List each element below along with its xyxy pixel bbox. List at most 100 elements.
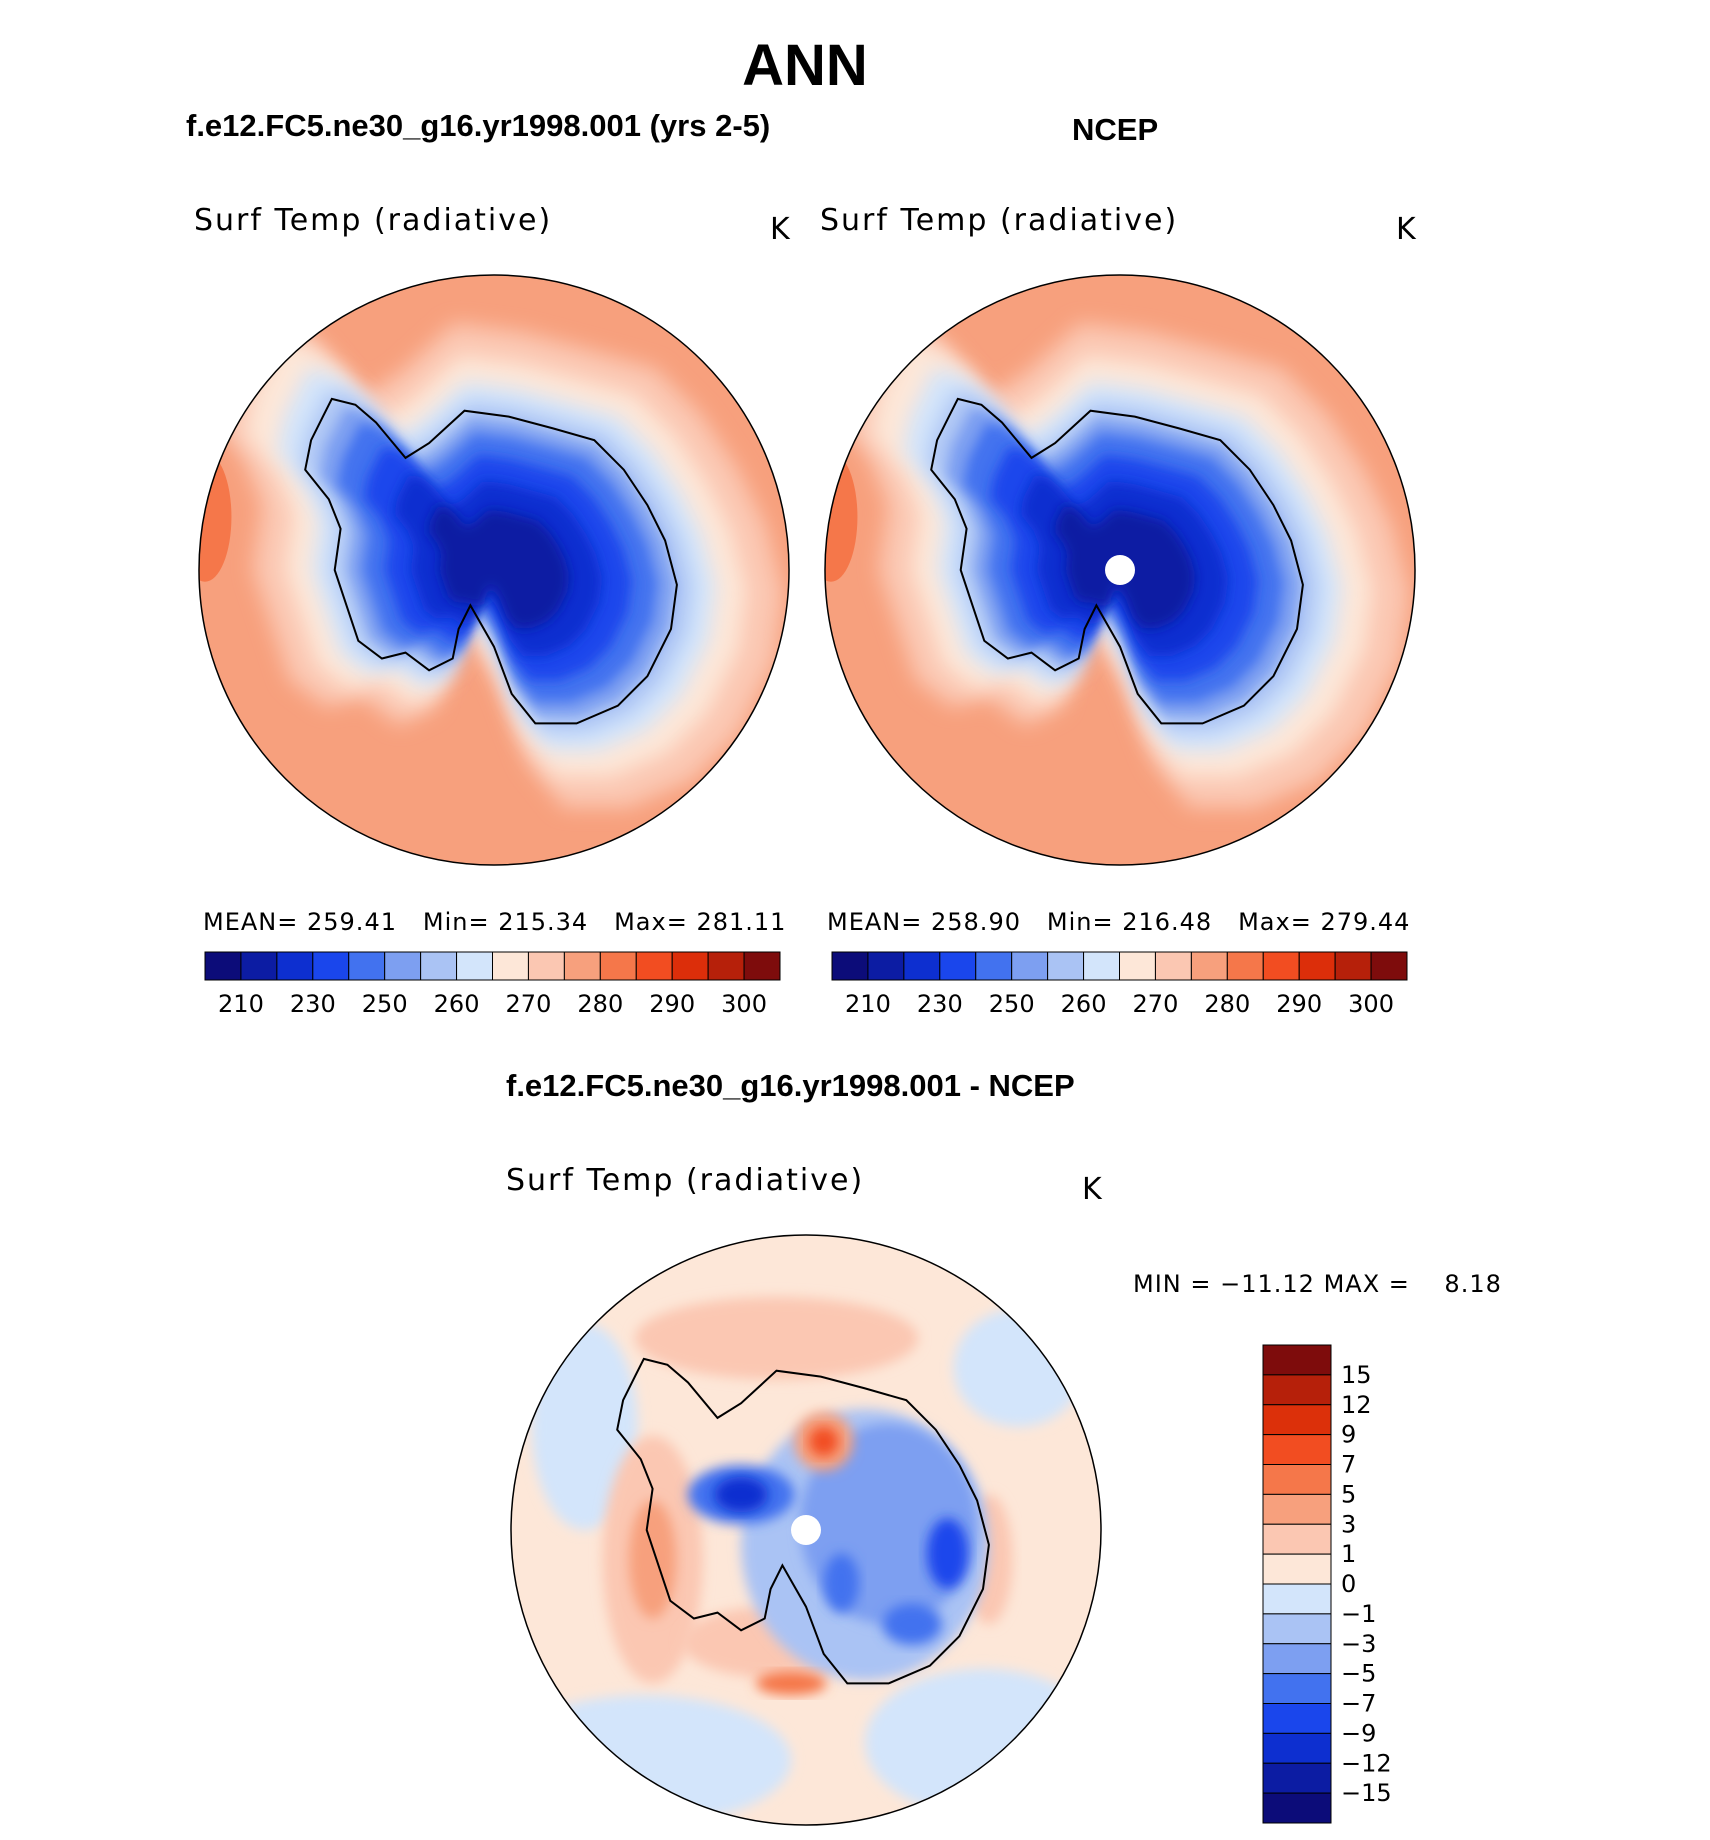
panel2-colorbar-box-13 xyxy=(1298,951,1336,981)
panel1-colorbar-box-3 xyxy=(312,951,350,981)
panel2-stats: MEAN= 258.90 Min= 216.48 Max= 279.44 xyxy=(827,908,1410,936)
panel1-colorbar-tick-5: 280 xyxy=(577,990,623,1018)
panel3-colorbar-tick-0: 15 xyxy=(1341,1361,1372,1389)
panel2-coastline xyxy=(930,397,1304,725)
panel2-warm-edge xyxy=(825,452,858,582)
panel3-anomaly-14 xyxy=(882,1603,942,1646)
panel2-colorbar-box-1 xyxy=(867,951,905,981)
panel2-colorbar-box-14 xyxy=(1334,951,1372,981)
panel3-colorbar-box-2 xyxy=(1262,1404,1332,1436)
panel1-contour-1 xyxy=(245,339,747,778)
panel3-anomaly-12 xyxy=(714,1476,768,1513)
panel2-contour-6 xyxy=(990,446,1258,681)
panel2-min-value: 216.48 xyxy=(1122,908,1213,936)
panel1-colorbar-tick-0: 210 xyxy=(218,990,264,1018)
panel3-colorbar-box-6 xyxy=(1262,1523,1332,1555)
panel3-anomaly-10 xyxy=(800,1423,978,1625)
panel3-anomaly-5 xyxy=(602,1435,703,1684)
panel2-units-label: K xyxy=(1396,212,1418,247)
panel3-map xyxy=(510,1234,1102,1826)
panel2-colorbar-tick-5: 280 xyxy=(1204,990,1250,1018)
panel3-colorbar-box-8 xyxy=(1262,1583,1332,1615)
panel2-colorbar-box-5 xyxy=(1011,951,1049,981)
panel3-stats: MIN = −11.12 MAX = 8.18 xyxy=(1133,1270,1502,1298)
panel1-colorbar-box-0 xyxy=(204,951,242,981)
panel2-ocean-warm xyxy=(825,275,1415,865)
panel3-colorbar-tick-2: 9 xyxy=(1341,1421,1356,1449)
panel2-contour-8 xyxy=(1054,505,1196,629)
panel2-colorbar-box-2 xyxy=(903,951,941,981)
panel1-map-border xyxy=(198,274,790,866)
obs-panel-title: NCEP xyxy=(1072,112,1159,147)
panel3-colorbar-box-13 xyxy=(1262,1732,1332,1764)
panel2-max-value: 279.44 xyxy=(1320,908,1411,936)
panel1-colorbar-box-10 xyxy=(563,951,601,981)
panel1-stats: MEAN= 259.41 Min= 215.34 Max= 281.11 xyxy=(203,908,786,936)
panel3-anomaly-15 xyxy=(823,1553,860,1613)
panel1-contour-2 xyxy=(277,368,716,751)
panel1-contour-6 xyxy=(364,446,632,681)
panel3-colorbar-box-9 xyxy=(1262,1613,1332,1645)
panel1-colorbar-box-11 xyxy=(599,951,637,981)
panel1-colorbar-box-6 xyxy=(420,951,458,981)
panel2-colorbar-box-0 xyxy=(831,951,869,981)
panel1-units-label: K xyxy=(770,212,792,247)
panel3-variable-label: Surf Temp (radiative) xyxy=(506,1163,865,1198)
panel3-units-label: K xyxy=(1082,1172,1104,1207)
panel2-contour-1 xyxy=(871,339,1373,778)
panel2-map-border xyxy=(824,274,1416,866)
panel3-anomaly-8 xyxy=(965,1494,1013,1625)
panel2-min-label: Min= xyxy=(1046,908,1114,936)
panel3-colorbar-tick-3: 7 xyxy=(1341,1451,1356,1479)
panel2-contour-3 xyxy=(927,390,1318,732)
figure-title: ANN xyxy=(742,33,868,98)
panel1-colorbar-box-12 xyxy=(635,951,673,981)
panel3-map-border xyxy=(510,1234,1102,1826)
panel2-colorbar-box-3 xyxy=(939,951,977,981)
panel2-contour-7 xyxy=(1020,474,1229,656)
panel3-colorbar-tick-5: 3 xyxy=(1341,1510,1356,1538)
panel3-anomaly-6 xyxy=(629,1500,677,1619)
panel3-colorbar-box-14 xyxy=(1262,1762,1332,1794)
panel2-contour-0 xyxy=(833,304,1410,808)
panel1-max-label: Max= xyxy=(614,908,688,936)
panel1-colorbar-tick-4: 270 xyxy=(506,990,552,1018)
panel1-colorbar-tick-7: 300 xyxy=(721,990,767,1018)
panel1-ocean-warm xyxy=(199,275,789,865)
panel2-colorbar-tick-7: 300 xyxy=(1348,990,1394,1018)
panel1-colorbar-box-5 xyxy=(384,951,422,981)
panel1-contour-3 xyxy=(301,390,692,732)
panel2-colorbar-box-11 xyxy=(1226,951,1264,981)
panel2-max-label: Max= xyxy=(1238,908,1312,936)
panel1-colorbar-box-1 xyxy=(240,951,278,981)
panel2-contour-2 xyxy=(903,368,1342,751)
panel2-colorbar-tick-0: 210 xyxy=(845,990,891,1018)
panel3-anomaly-9 xyxy=(741,1409,989,1681)
panel3-colorbar-box-10 xyxy=(1262,1643,1332,1675)
panel2-colorbar-box-7 xyxy=(1083,951,1120,981)
panel1-min-label: Min= xyxy=(422,908,490,936)
panel1-colorbar-box-13 xyxy=(671,951,709,981)
panel3-min-value: −11.12 xyxy=(1220,1270,1315,1298)
panel1-mean-value: 259.41 xyxy=(307,908,397,936)
panel2-contour-5 xyxy=(963,422,1284,702)
panel3-max-label: MAX = xyxy=(1323,1270,1410,1298)
panel1-contour-0 xyxy=(207,304,784,808)
panel3-anomaly-2 xyxy=(531,1323,638,1530)
panel1-colorbar-tick-6: 290 xyxy=(649,990,695,1018)
panel3-pole-marker xyxy=(791,1515,821,1545)
panel3-colorbar-box-7 xyxy=(1262,1553,1332,1585)
panel2-mean-value: 258.90 xyxy=(931,908,1021,936)
panel2-colorbar-box-4 xyxy=(975,951,1013,981)
panel3-colorbar-box-12 xyxy=(1262,1703,1332,1734)
panel3-colorbar-box-4 xyxy=(1262,1464,1332,1495)
panel3-colorbar-box-5 xyxy=(1262,1493,1332,1525)
panel3-colorbar-tick-12: −9 xyxy=(1341,1719,1376,1747)
panel1-variable-label: Surf Temp (radiative) xyxy=(194,203,553,238)
case-panel-title: f.e12.FC5.ne30_g16.yr1998.001 (yrs 2-5) xyxy=(186,108,771,143)
panel3-anomaly-16 xyxy=(794,1412,854,1471)
panel3-colorbar-tick-9: −3 xyxy=(1341,1630,1376,1658)
panel2-colorbar-box-6 xyxy=(1047,951,1085,981)
panel1-contour-5 xyxy=(337,422,658,702)
